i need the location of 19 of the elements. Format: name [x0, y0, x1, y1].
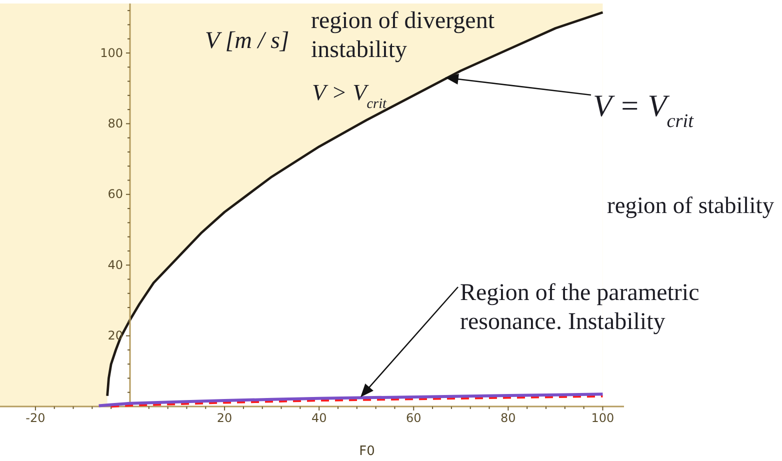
x-tick-label: -20 [26, 411, 46, 426]
annotation: region of stability [607, 193, 774, 219]
x-tick-label: 20 [216, 411, 232, 426]
x-axis-title: F0 [359, 444, 375, 459]
y-axis-title: V [m / s] [205, 28, 290, 54]
y-tick-label: 100 [100, 46, 123, 60]
y-tick-label: 40 [108, 258, 123, 272]
y-tick-label: 80 [108, 116, 123, 131]
annotation: V = V$_{crit}$ [593, 88, 694, 132]
x-tick-label: 40 [311, 411, 327, 426]
annotation: region of divergent instability [311, 8, 495, 63]
line-series [97, 392, 604, 408]
x-tick-label: 80 [500, 411, 516, 426]
x-tick-label: 60 [406, 411, 422, 426]
x-tick-label: 100 [591, 411, 614, 426]
annotation: Region of the parametric resonance. Instability [460, 280, 700, 335]
line-series [110, 395, 604, 408]
annotation: V > V$_{crit}$ [312, 80, 388, 112]
y-tick-label: 60 [108, 187, 123, 202]
